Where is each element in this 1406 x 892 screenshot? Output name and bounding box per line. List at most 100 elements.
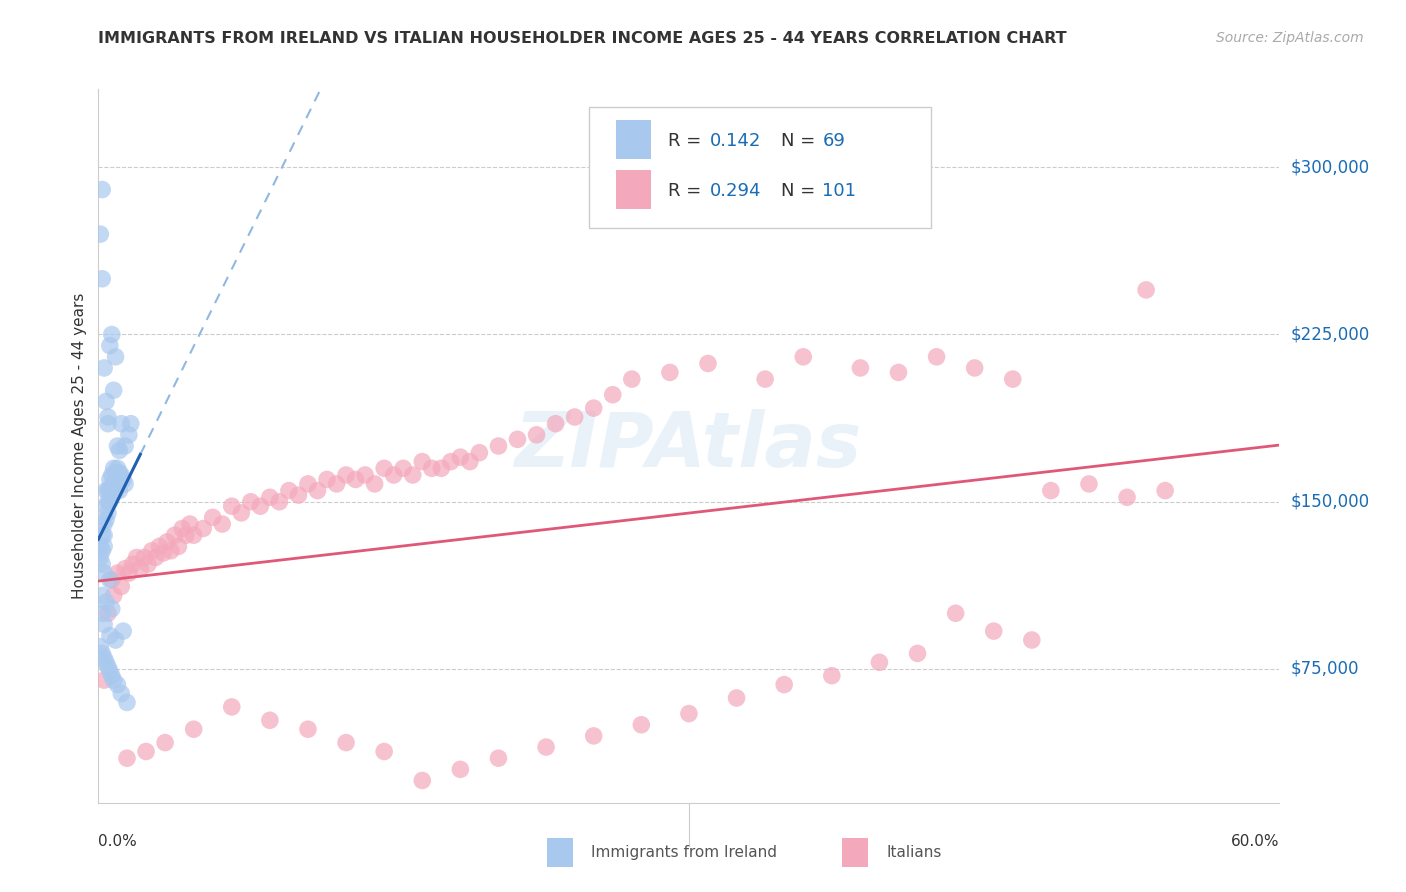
Point (602, 387, 624, 401)
Point (93, 566, 115, 580)
Point (103, 673, 125, 687)
Point (93, 539, 115, 553)
Point (107, 678, 129, 692)
Point (103, 476, 125, 491)
Text: Source: ZipAtlas.com: Source: ZipAtlas.com (1216, 31, 1364, 45)
FancyBboxPatch shape (589, 107, 931, 228)
Text: $150,000: $150,000 (1291, 492, 1369, 511)
Point (179, 516, 201, 531)
Point (449, 762, 471, 776)
Point (108, 443, 131, 458)
Point (945, 607, 967, 621)
Point (100, 467, 122, 482)
Point (963, 360, 986, 375)
Bar (616, 120, 651, 159)
Point (103, 461, 125, 475)
Point (449, 450, 471, 464)
Point (506, 432, 529, 446)
Text: ZIPAtlas: ZIPAtlas (515, 409, 863, 483)
Text: N =: N = (782, 132, 821, 150)
Point (211, 516, 233, 531)
Point (97, 483, 120, 498)
Point (91, 528, 114, 542)
Point (620, 372, 643, 386)
Point (259, 714, 281, 728)
Point (297, 476, 319, 491)
Point (440, 454, 463, 469)
Point (136, 557, 159, 572)
Point (104, 350, 127, 364)
Point (488, 751, 510, 765)
Point (582, 401, 605, 416)
Point (259, 490, 281, 504)
Point (97, 660, 120, 674)
Text: 69: 69 (823, 132, 845, 150)
Point (402, 467, 425, 482)
Point (91, 543, 114, 558)
Point (118, 427, 141, 442)
Point (382, 467, 405, 482)
Point (93, 528, 115, 542)
Point (93, 673, 115, 687)
Point (93, 516, 115, 531)
Point (1021, 633, 1043, 648)
Point (1078, 476, 1101, 491)
Point (153, 735, 176, 749)
Point (344, 473, 367, 487)
Point (91, 271, 114, 285)
Point (145, 550, 167, 565)
Point (792, 350, 814, 364)
Point (887, 366, 910, 380)
Point (630, 717, 652, 731)
Point (544, 417, 567, 431)
Point (430, 461, 453, 475)
Point (488, 439, 510, 453)
Text: 0.142: 0.142 (710, 132, 762, 150)
Point (174, 528, 197, 542)
Point (411, 454, 433, 469)
Point (110, 687, 132, 701)
Point (821, 669, 844, 683)
Bar (547, 838, 574, 867)
Point (115, 696, 138, 710)
Point (678, 706, 700, 721)
Point (108, 466, 131, 480)
Point (907, 646, 929, 660)
Point (100, 573, 122, 587)
Point (98, 473, 121, 487)
Point (183, 723, 205, 737)
Point (93, 651, 115, 665)
Text: 60.0%: 60.0% (1232, 834, 1279, 849)
Point (221, 699, 243, 714)
Point (582, 729, 605, 743)
Point (363, 476, 385, 491)
Point (697, 356, 720, 371)
Point (98, 664, 121, 678)
Text: Immigrants from Ireland: Immigrants from Ireland (591, 846, 778, 860)
Point (100, 327, 122, 342)
Text: $75,000: $75,000 (1291, 660, 1360, 678)
Bar (842, 838, 869, 867)
Point (100, 669, 122, 683)
Text: R =: R = (668, 182, 707, 200)
Point (91, 182, 114, 196)
Point (104, 466, 127, 480)
Point (97, 409, 120, 424)
Point (91, 589, 114, 603)
Point (100, 601, 122, 615)
Point (108, 483, 131, 498)
Point (725, 690, 748, 705)
Point (98, 338, 121, 352)
Point (277, 483, 299, 498)
Point (112, 473, 135, 487)
Point (159, 543, 181, 558)
Point (925, 350, 948, 364)
Point (114, 439, 136, 453)
Point (91, 646, 114, 660)
Point (94, 512, 117, 526)
Point (325, 476, 347, 491)
Point (231, 506, 253, 520)
Point (167, 539, 190, 553)
Point (115, 751, 138, 765)
Point (100, 490, 122, 504)
